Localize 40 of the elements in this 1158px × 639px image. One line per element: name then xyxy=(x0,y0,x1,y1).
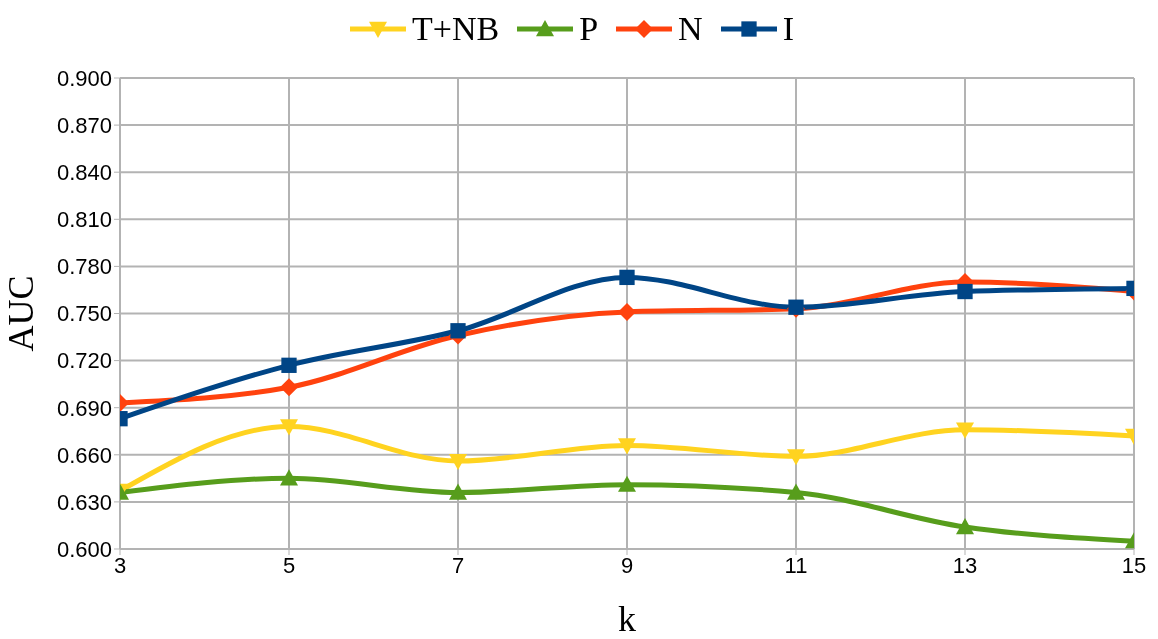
x-tick-label: 13 xyxy=(952,552,978,578)
point xyxy=(957,283,973,300)
y-tick-label: 0.870 xyxy=(56,112,112,138)
y-tick-label: 0.780 xyxy=(56,254,112,280)
x-tick-label: 3 xyxy=(113,552,127,578)
x-tick-label: 9 xyxy=(620,552,634,578)
point xyxy=(619,269,635,286)
point xyxy=(449,483,467,500)
point xyxy=(280,469,298,486)
point xyxy=(956,422,974,439)
y-tick-label: 0.600 xyxy=(56,536,112,562)
point xyxy=(956,518,974,535)
x-tick-label: 15 xyxy=(1121,552,1147,578)
point xyxy=(618,302,636,321)
y-tick-label: 0.750 xyxy=(56,301,112,327)
x-tick-label: 5 xyxy=(282,552,296,578)
point xyxy=(787,483,805,500)
x-tick-label: 11 xyxy=(784,552,808,578)
x-tick-label: 7 xyxy=(451,552,465,578)
point xyxy=(787,449,805,466)
point xyxy=(281,357,297,373)
y-tick-label: 0.840 xyxy=(56,160,112,186)
legend-label: I xyxy=(782,10,794,48)
x-axis-title: k xyxy=(618,599,636,639)
point xyxy=(450,323,466,339)
point xyxy=(280,378,298,397)
legend-label: P xyxy=(579,10,599,48)
y-tick-label: 0.660 xyxy=(56,442,112,468)
y-tick-label: 0.690 xyxy=(56,395,112,421)
point xyxy=(280,419,298,436)
y-tick-label: 0.630 xyxy=(56,489,112,515)
y-axis-title: AUC xyxy=(0,275,41,352)
point xyxy=(449,453,467,471)
legend-label: N xyxy=(678,10,703,48)
point xyxy=(618,475,636,492)
point xyxy=(618,438,636,455)
y-tick-label: 0.810 xyxy=(56,207,112,233)
y-tick-label: 0.720 xyxy=(56,348,112,374)
legend-label: T+NB xyxy=(412,10,500,48)
y-tick-label: 0.900 xyxy=(56,65,112,91)
